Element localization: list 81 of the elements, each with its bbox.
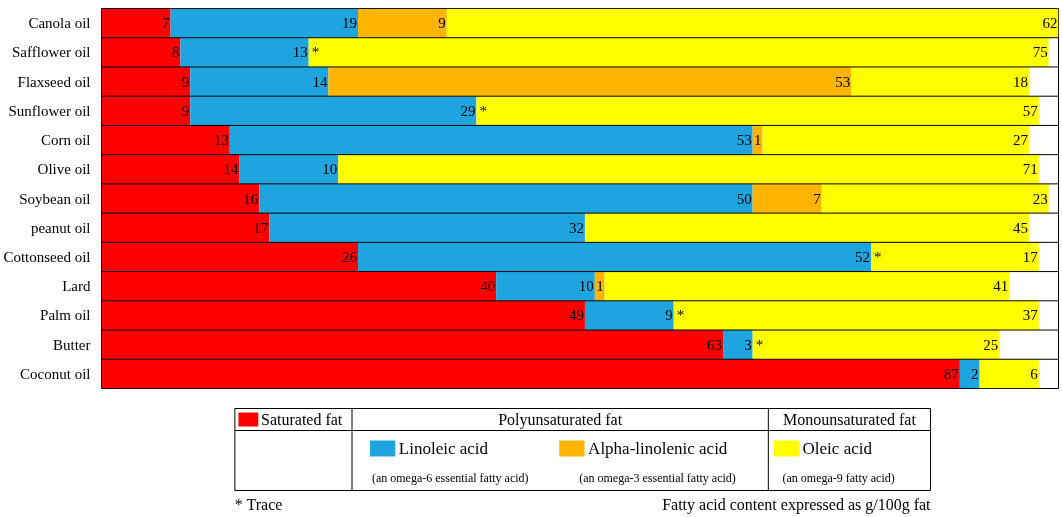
- data-label: 14: [312, 73, 328, 90]
- data-label: 10: [322, 161, 338, 178]
- data-label: 37: [1022, 307, 1039, 324]
- data-label: 53: [835, 73, 851, 90]
- y-tick-label: Coconut oil: [20, 365, 91, 382]
- data-label: 18: [1012, 73, 1028, 90]
- text: Fatty acid content expressed as g/100g fat: [662, 496, 932, 514]
- text: (an omega-6 essential fatty acid): [371, 470, 529, 485]
- data-label: 25: [983, 336, 999, 353]
- bar: [723, 330, 753, 360]
- data-label: 53: [736, 132, 752, 149]
- data-label: 26: [342, 248, 358, 265]
- text: *: [755, 336, 764, 353]
- y-tick-label: Safflower oil: [12, 44, 91, 61]
- text: *: [874, 248, 882, 265]
- y-tick-label: Corn oil: [40, 132, 91, 149]
- data-label: 3: [744, 336, 752, 353]
- legend-label: Saturated fat: [261, 411, 343, 428]
- text: Monounsaturated fat: [783, 411, 917, 428]
- data-label: 14: [223, 161, 240, 178]
- y-tick-label: Olive oil: [37, 161, 91, 178]
- data-label: 1: [596, 278, 604, 295]
- data-label: 8: [171, 44, 180, 61]
- data-label: 62: [1042, 15, 1058, 32]
- data-label: 50: [736, 190, 752, 207]
- y-tick-label: Flaxseed oil: [17, 73, 91, 90]
- y-tick-label: Lard: [62, 278, 91, 295]
- data-label: 23: [1032, 190, 1048, 207]
- text: *: [479, 102, 487, 119]
- data-label: 2: [971, 365, 979, 382]
- data-label: 29: [460, 102, 476, 119]
- legend-label: Oleic acid: [802, 439, 873, 458]
- legend-label: Alpha-linolenic acid: [588, 439, 728, 458]
- bar: [752, 183, 822, 214]
- y-tick-label: Cottonseed oil: [3, 248, 91, 265]
- y-tick-label: Canola oil: [28, 15, 91, 32]
- data-label: 45: [1012, 219, 1028, 236]
- bar: [358, 8, 447, 38]
- y-tick-label: Palm oil: [40, 307, 91, 324]
- data-label: 6: [1030, 365, 1039, 382]
- data-label: 7: [813, 190, 822, 207]
- bar: [259, 183, 753, 214]
- text: *: [311, 44, 320, 61]
- data-label: 87: [943, 365, 960, 382]
- legend-label: Linoleic acid: [398, 439, 489, 458]
- text: Polyunsaturated fat: [498, 411, 623, 429]
- data-label: 32: [568, 219, 584, 236]
- y-tick-label: Butter: [53, 336, 91, 353]
- y-tick-label: peanut oil: [30, 219, 91, 236]
- data-label: 9: [438, 15, 446, 32]
- data-label: 17: [253, 219, 269, 236]
- data-label: 13: [213, 132, 229, 149]
- y-tick-label: Sunflower oil: [8, 102, 91, 119]
- bar: [101, 183, 260, 214]
- data-label: 10: [578, 278, 594, 295]
- data-label: 49: [568, 307, 584, 324]
- data-label: 16: [243, 190, 259, 207]
- data-label: 9: [181, 73, 190, 90]
- data-label: 75: [1032, 44, 1048, 61]
- bar: [959, 359, 980, 389]
- data-label: 41: [993, 278, 1009, 295]
- data-label: 40: [480, 278, 496, 295]
- data-label: 63: [707, 336, 723, 353]
- data-label: 1: [754, 132, 762, 149]
- data-label: 27: [1012, 132, 1029, 149]
- bar: [328, 66, 852, 97]
- y-tick-label: Soybean oil: [19, 190, 91, 207]
- data-label: 17: [1022, 248, 1039, 265]
- data-label: 57: [1022, 102, 1039, 119]
- text: * Trace: [234, 496, 283, 513]
- data-label: 19: [342, 15, 358, 32]
- data-label: 9: [665, 307, 673, 324]
- data-label: 13: [292, 44, 308, 61]
- data-label: 71: [1022, 161, 1038, 178]
- text: (an omega-9 fatty acid): [782, 470, 895, 485]
- data-label: 7: [162, 15, 171, 32]
- text: (an omega-3 essential fatty acid): [579, 470, 736, 485]
- bar: [821, 183, 1049, 214]
- data-label: 52: [855, 248, 871, 265]
- text: *: [676, 307, 685, 324]
- data-label: 9: [181, 102, 190, 119]
